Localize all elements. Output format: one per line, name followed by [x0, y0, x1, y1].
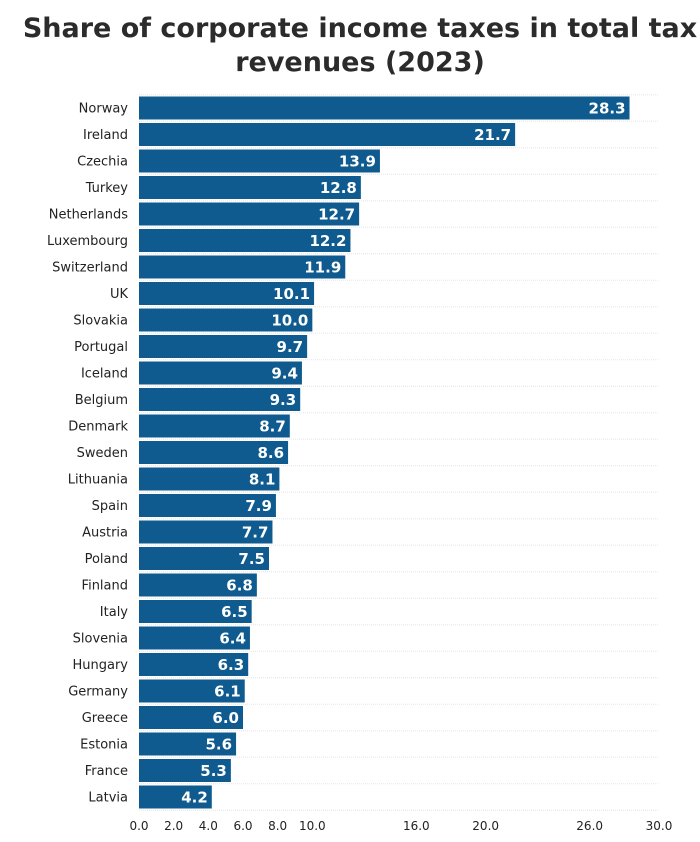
bar-hungary — [139, 653, 249, 676]
data-label: 6.5 — [221, 603, 248, 621]
category-label: Ireland — [83, 128, 128, 143]
bar-iceland — [139, 361, 302, 385]
chart-title: Share of corporate income taxes in total… — [22, 13, 698, 78]
data-label: 10.0 — [271, 312, 308, 330]
data-label: 9.3 — [270, 391, 297, 409]
x-axis-ticks: 0.0 2.0 4.0 6.0 8.0 10.0 16.0 20.0 26.0 30.0 — [129, 819, 672, 833]
category-label: Netherlands — [49, 208, 128, 223]
data-label: 12.7 — [318, 206, 355, 224]
bar-turkey — [139, 176, 361, 199]
bar-norway — [139, 96, 630, 120]
x-tick-label: 26.0 — [576, 819, 603, 833]
bar-czechia — [139, 149, 380, 173]
bar-austria — [139, 520, 273, 544]
category-label: Belgium — [75, 393, 128, 408]
category-label: Czechia — [77, 155, 128, 170]
category-label: Portugal — [74, 340, 128, 355]
category-label: Estonia — [80, 738, 128, 753]
category-label: Finland — [82, 579, 128, 594]
x-tick-label: 16.0 — [403, 819, 430, 833]
bar-estonia — [139, 732, 237, 756]
data-label: 8.1 — [249, 471, 276, 489]
x-tick-label: 2.0 — [164, 819, 183, 833]
category-label: UK — [110, 287, 129, 302]
bar-belgium — [139, 388, 301, 411]
category-label: Spain — [92, 499, 128, 514]
data-label: 7.5 — [238, 550, 265, 568]
category-label: Latvia — [88, 791, 128, 806]
data-label: 13.9 — [339, 153, 376, 171]
category-label: Hungary — [72, 658, 128, 673]
bar-denmark — [139, 414, 290, 438]
category-label: Sweden — [77, 446, 128, 461]
category-label: Austria — [82, 526, 128, 541]
category-label: Norway — [79, 102, 129, 117]
category-label: Lithuania — [68, 473, 128, 488]
bar-france — [139, 759, 231, 782]
category-label: Denmark — [68, 420, 128, 435]
x-tick-label: 4.0 — [199, 819, 218, 833]
category-label: Turkey — [85, 181, 129, 196]
bars — [139, 96, 630, 809]
data-label: 6.4 — [219, 630, 246, 648]
bar-poland — [139, 547, 269, 570]
category-label: Iceland — [81, 367, 128, 382]
data-label: 8.7 — [259, 418, 286, 436]
x-tick-label: 8.0 — [268, 819, 287, 833]
bar-germany — [139, 679, 245, 703]
bar-greece — [139, 706, 243, 729]
bar-luxembourg — [139, 229, 351, 252]
data-label: 8.6 — [257, 444, 284, 462]
category-label: Poland — [85, 552, 128, 567]
bar-slovenia — [139, 626, 250, 650]
bar-latvia — [139, 785, 212, 809]
category-label: Italy — [100, 605, 129, 620]
bar-portugal — [139, 335, 308, 358]
x-tick-label: 30.0 — [646, 819, 673, 833]
data-label: 28.3 — [589, 100, 626, 118]
data-label: 6.1 — [214, 683, 241, 701]
category-label: Slovenia — [73, 632, 128, 647]
category-label: Luxembourg — [47, 234, 128, 249]
bar-spain — [139, 494, 276, 517]
x-tick-label: 10.0 — [299, 819, 326, 833]
data-label: 6.3 — [218, 656, 245, 674]
bar-italy — [139, 600, 252, 623]
x-tick-label: 6.0 — [233, 819, 252, 833]
data-label: 11.9 — [304, 259, 341, 277]
category-label: Slovakia — [73, 314, 128, 329]
data-label: 7.9 — [245, 497, 272, 515]
data-label: 9.4 — [271, 365, 298, 383]
bar-finland — [139, 573, 257, 597]
bar-switzerland — [139, 255, 346, 279]
data-labels: 28.3 21.7 13.9 12.8 12.7 12.2 11.9 10.1 10.0 9.7 9… — [181, 100, 625, 807]
bar-ireland — [139, 123, 516, 146]
bar-sweden — [139, 441, 289, 464]
category-labels: Norway Ireland Czechia Turkey Netherlands Lux… — [47, 102, 128, 806]
grid-lines — [139, 94, 659, 811]
data-label: 7.7 — [242, 524, 269, 542]
data-label: 5.6 — [205, 736, 232, 754]
category-label: Greece — [82, 711, 128, 726]
data-label: 9.7 — [277, 338, 304, 356]
x-tick-label: 0.0 — [129, 819, 148, 833]
bar-slovakia — [139, 308, 313, 332]
x-tick-label: 20.0 — [472, 819, 499, 833]
data-label: 6.0 — [212, 709, 239, 727]
category-label: Switzerland — [52, 261, 128, 276]
data-label: 21.7 — [474, 126, 511, 144]
data-label: 6.8 — [226, 577, 253, 595]
category-label: Germany — [68, 685, 128, 700]
data-label: 12.2 — [309, 232, 346, 250]
data-label: 10.1 — [273, 285, 310, 303]
bar-lithuania — [139, 467, 280, 491]
data-label: 12.8 — [320, 179, 357, 197]
bar-netherlands — [139, 202, 360, 226]
data-label: 5.3 — [200, 762, 227, 780]
category-label: France — [85, 764, 128, 779]
data-label: 4.2 — [181, 789, 208, 807]
bar-uk — [139, 282, 315, 305]
